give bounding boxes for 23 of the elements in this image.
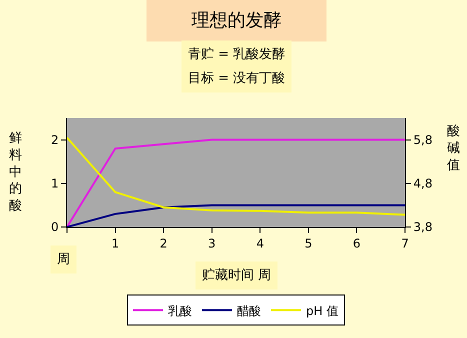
y-tick-label: 2 — [50, 133, 59, 147]
y-axis-title: 鲜料中的酸 — [9, 131, 22, 214]
y-tick-label: 0 — [50, 220, 59, 234]
x-tick-label: 5 — [304, 236, 312, 250]
x-tick-label: 2 — [160, 236, 168, 250]
x-tick-label: 7 — [401, 236, 409, 250]
y2-tick-label: 3,8 — [413, 220, 432, 234]
chart-subtitle: 青贮 = 乳酸发酵 — [188, 47, 286, 62]
x-tick-label: 6 — [352, 236, 361, 250]
y2-axis-title: 酸碱值 — [447, 124, 460, 173]
text: 周 — [57, 252, 70, 267]
x-tick-label: 3 — [208, 236, 216, 250]
text: 目标 = 没有丁酸 — [188, 71, 286, 86]
x-axis-title: 贮藏时间 周 — [202, 268, 272, 283]
y-tick-label: 1 — [50, 176, 59, 191]
chart-title: 理想的发酵 — [157, 10, 316, 31]
x-tick-label: 1 — [111, 236, 120, 250]
y2-tick-label: 4,8 — [413, 176, 432, 191]
legend-label: pH 值 — [306, 304, 338, 318]
y2-tick-label: 5,8 — [413, 133, 432, 147]
x-tick-label: 4 — [256, 236, 264, 250]
legend-label: 醋酸 — [237, 304, 261, 318]
legend-label: 乳酸 — [168, 304, 192, 318]
